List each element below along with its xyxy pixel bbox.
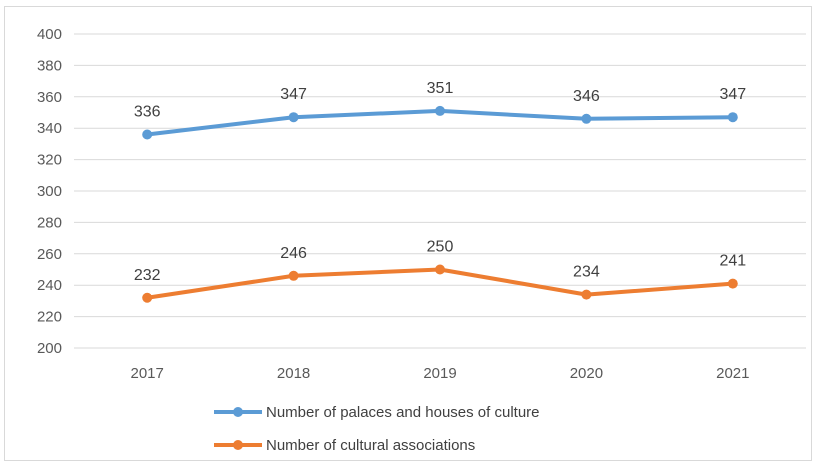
x-tick-label: 2018 [277, 365, 310, 382]
data-point [727, 278, 738, 289]
chart-frame [4, 6, 812, 461]
data-point [727, 112, 738, 123]
y-tick-label: 400 [37, 26, 62, 43]
data-point [581, 289, 592, 300]
data-point [581, 113, 592, 124]
data-label: 241 [719, 253, 746, 270]
x-tick-label: 2017 [131, 365, 164, 382]
data-point [288, 270, 299, 281]
y-tick-label: 320 [37, 152, 62, 169]
data-point [142, 129, 153, 140]
x-axis-tick-labels: 2017 2018 2019 2020 2021 [131, 365, 750, 382]
data-label: 246 [280, 245, 307, 262]
data-label: 232 [134, 267, 161, 284]
legend-marker [233, 407, 243, 417]
data-label: 346 [573, 88, 600, 105]
data-point [435, 264, 445, 275]
data-point [142, 292, 153, 303]
x-tick-label: 2020 [570, 365, 603, 382]
y-tick-label: 300 [37, 183, 62, 200]
y-tick-label: 360 [37, 89, 62, 106]
data-point [435, 105, 445, 116]
y-tick-label: 200 [37, 340, 62, 357]
data-label: 250 [427, 239, 454, 256]
y-tick-label: 240 [37, 277, 62, 294]
data-label: 234 [573, 264, 600, 281]
y-tick-label: 340 [37, 120, 62, 137]
legend-label: Number of cultural associations [266, 437, 475, 454]
gridlines [74, 33, 806, 349]
series-group: 336 347 351 346 347 232 246 250 234 241 [134, 80, 746, 303]
data-label: 347 [719, 86, 746, 103]
x-tick-label: 2021 [716, 365, 749, 382]
data-label: 347 [280, 86, 307, 103]
data-label: 351 [427, 80, 454, 97]
legend-label: Number of palaces and houses of culture [266, 404, 540, 421]
y-tick-label: 380 [37, 57, 62, 74]
data-point [288, 112, 299, 123]
y-tick-label: 280 [37, 214, 62, 231]
legend-marker [233, 440, 243, 450]
y-tick-label: 260 [37, 246, 62, 263]
x-tick-label: 2019 [423, 365, 456, 382]
y-tick-label: 220 [37, 309, 62, 326]
y-axis-tick-labels: 200 220 240 260 280 300 320 340 360 380 400 [37, 26, 62, 357]
legend: Number of palaces and houses of culture N… [214, 404, 540, 454]
data-label: 336 [134, 103, 161, 120]
